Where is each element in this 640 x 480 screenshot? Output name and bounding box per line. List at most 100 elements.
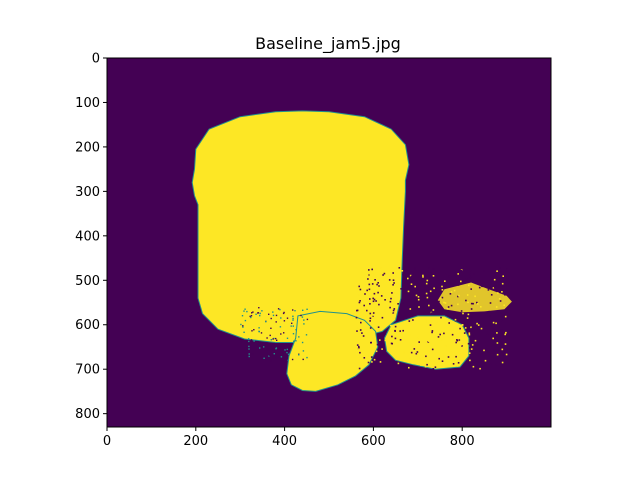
speckle <box>358 285 360 288</box>
speckle <box>477 324 480 326</box>
speckle <box>472 365 475 368</box>
speckle <box>421 312 424 315</box>
speckle <box>426 312 429 314</box>
speckle <box>467 313 470 316</box>
speckle <box>458 339 461 341</box>
speckle <box>373 358 376 361</box>
speckle <box>275 348 277 350</box>
speckle <box>443 332 445 335</box>
speckle <box>435 299 437 301</box>
speckle <box>415 356 418 358</box>
speckle <box>382 335 384 338</box>
speckle <box>243 310 245 312</box>
speckle <box>286 337 289 339</box>
speckle <box>393 282 395 284</box>
speckle <box>270 317 272 320</box>
speckle <box>255 313 257 315</box>
x-axis: 0 200 400 600 800 <box>103 427 475 449</box>
speckle <box>294 310 296 312</box>
speckle <box>426 296 429 299</box>
speckle <box>450 291 453 293</box>
speckle <box>425 355 427 358</box>
speckle <box>426 279 429 282</box>
speckle <box>424 365 427 368</box>
speckle <box>391 292 393 294</box>
heatmap-image <box>107 58 551 427</box>
speckle <box>283 332 285 334</box>
speckle <box>356 303 359 306</box>
speckle <box>493 286 496 289</box>
speckle <box>371 316 374 319</box>
speckle <box>275 321 277 323</box>
speckle <box>376 297 379 299</box>
speckle <box>408 357 411 359</box>
speckle <box>492 287 495 289</box>
speckle <box>426 321 429 324</box>
speckle <box>448 275 450 278</box>
speckle <box>453 289 456 292</box>
speckle <box>378 285 380 287</box>
speckle <box>250 316 252 319</box>
speckle <box>433 359 435 362</box>
speckle <box>488 310 490 313</box>
speckle <box>380 267 383 269</box>
speckle <box>457 295 459 298</box>
speckle <box>428 273 431 276</box>
speckle <box>468 284 470 287</box>
speckle <box>416 351 419 353</box>
speckle <box>393 313 395 316</box>
speckle <box>449 293 452 295</box>
speckle <box>501 291 503 293</box>
speckle <box>381 316 384 319</box>
speckle <box>261 310 263 312</box>
speckle <box>390 297 392 300</box>
speckle <box>280 333 282 335</box>
speckle <box>283 320 286 322</box>
speckle <box>455 341 457 344</box>
speckle <box>471 334 474 337</box>
speckle <box>269 334 271 337</box>
speckle <box>363 357 366 359</box>
speckle <box>472 361 475 363</box>
speckle <box>428 267 430 270</box>
speckle <box>469 347 471 349</box>
speckle <box>251 330 253 332</box>
speckle <box>495 322 497 325</box>
speckle <box>356 367 358 369</box>
speckle <box>410 275 413 278</box>
speckle <box>253 340 255 342</box>
speckle <box>438 357 440 360</box>
speckle <box>377 326 380 328</box>
speckle <box>441 296 444 299</box>
speckle <box>477 345 479 347</box>
speckle <box>432 309 435 311</box>
speckle <box>481 284 483 286</box>
speckle <box>408 320 411 322</box>
speckle <box>302 358 304 361</box>
speckle <box>410 283 413 285</box>
speckle <box>490 294 493 296</box>
speckle <box>273 337 275 340</box>
speckle <box>384 339 387 342</box>
speckle <box>464 327 467 329</box>
strawberry-right-region <box>383 315 470 370</box>
speckle <box>275 356 277 359</box>
x-tick-label: 600 <box>361 434 386 449</box>
speckle <box>270 339 272 341</box>
speckle <box>414 285 416 288</box>
speckle <box>361 270 363 273</box>
speckle <box>500 319 503 322</box>
speckle <box>358 348 360 350</box>
speckle <box>470 308 473 310</box>
speckle <box>477 280 479 282</box>
speckle <box>430 272 432 274</box>
x-tick-label: 800 <box>450 434 475 449</box>
speckle <box>495 306 498 308</box>
speckle <box>461 345 463 347</box>
speckle <box>470 302 473 305</box>
speckle <box>428 340 430 342</box>
speckle <box>268 354 271 356</box>
speckle <box>443 301 445 304</box>
speckle <box>298 336 300 338</box>
speckle <box>489 302 492 304</box>
